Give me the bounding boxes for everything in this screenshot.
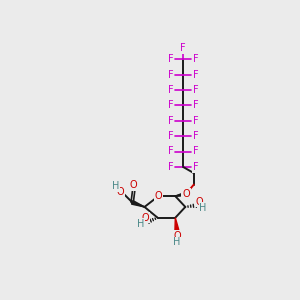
Text: F: F [168, 85, 173, 95]
Text: F: F [168, 146, 173, 157]
Text: O: O [195, 196, 203, 206]
Text: F: F [168, 54, 173, 64]
Text: F: F [193, 100, 198, 110]
Text: H: H [199, 203, 207, 213]
Text: F: F [193, 162, 198, 172]
Polygon shape [175, 218, 179, 230]
Text: H: H [173, 237, 181, 248]
Text: F: F [168, 70, 173, 80]
Text: F: F [168, 116, 173, 126]
Text: O: O [117, 187, 124, 196]
Text: F: F [180, 43, 186, 53]
Text: O: O [142, 213, 149, 223]
Text: H: H [137, 219, 144, 229]
Text: F: F [193, 131, 198, 141]
Text: F: F [193, 54, 198, 64]
Polygon shape [175, 192, 187, 196]
Text: F: F [168, 100, 173, 110]
Text: F: F [168, 131, 173, 141]
Text: F: F [193, 70, 198, 80]
Text: O: O [130, 180, 137, 190]
Text: O: O [154, 191, 162, 201]
Text: O: O [182, 189, 190, 199]
Text: F: F [193, 85, 198, 95]
Text: O: O [173, 231, 181, 241]
Text: F: F [193, 146, 198, 157]
Polygon shape [131, 200, 145, 207]
Text: F: F [168, 162, 173, 172]
Text: F: F [193, 116, 198, 126]
Text: H: H [112, 181, 119, 191]
